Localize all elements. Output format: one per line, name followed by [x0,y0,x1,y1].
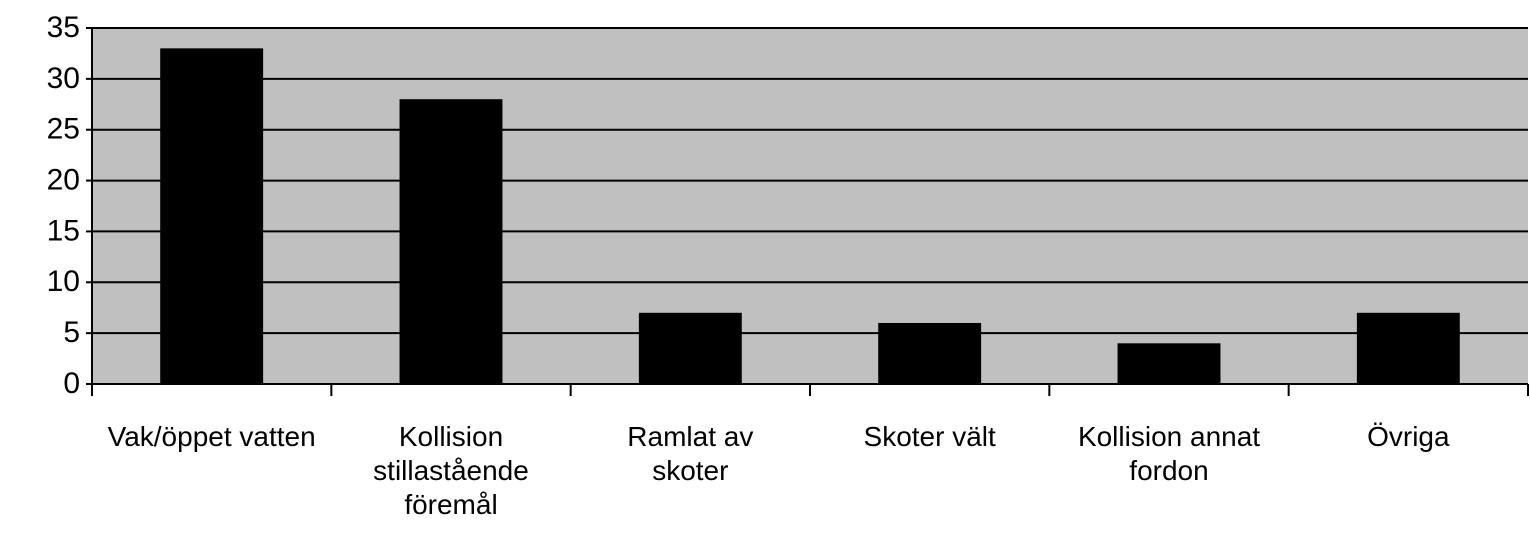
x-tick-label: Kollision annat fordon [1077,421,1261,486]
y-tick-label: 0 [63,367,80,400]
y-tick-label: 30 [47,62,80,95]
bar [1117,343,1221,384]
y-tick-label: 5 [63,316,80,349]
plot-area [92,28,1528,384]
bar [399,99,503,384]
x-tick-label: Skoter vält [863,421,996,452]
bar [638,312,742,384]
bar [878,322,982,384]
x-tick-label: Kollision stillastående föremål [373,421,529,520]
bar [1356,312,1460,384]
bar [160,48,264,384]
y-tick-label: 10 [47,265,80,298]
y-tick-label: 35 [47,11,80,44]
y-tick-label: 25 [47,113,80,146]
x-tick-label: Ramlat av skoter [627,421,754,486]
y-tick-label: 15 [47,214,80,247]
y-tick-label: 20 [47,163,80,196]
x-tick-label: Övriga [1367,421,1450,452]
x-tick-label: Vak/öppet vatten [107,421,316,452]
